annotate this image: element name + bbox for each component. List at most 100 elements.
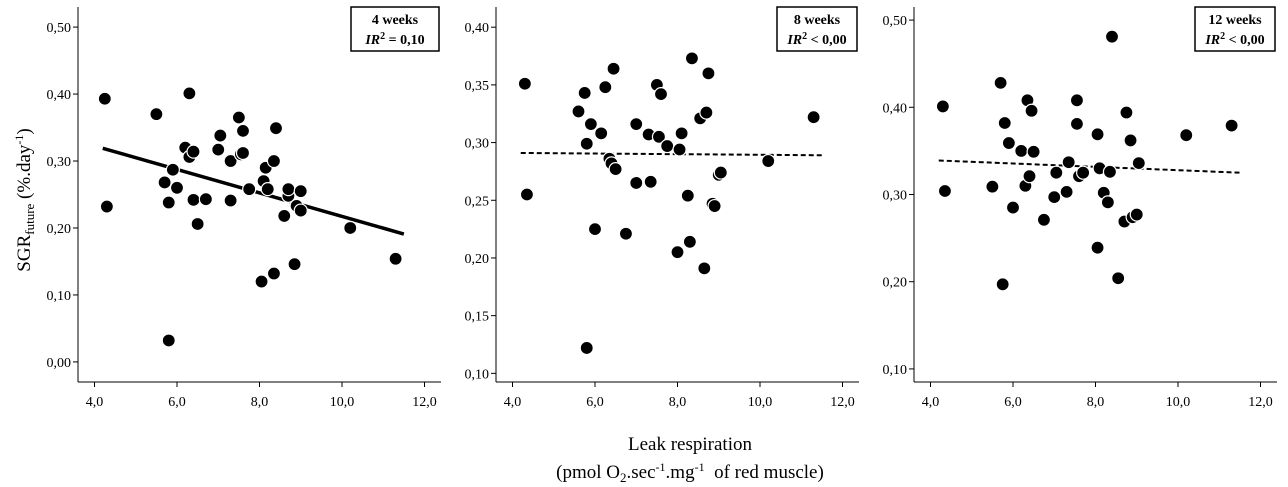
data-point: [182, 86, 197, 101]
data-point: [995, 277, 1010, 292]
y-tick-label: 0,30: [465, 137, 490, 152]
data-point: [1049, 165, 1064, 180]
data-point: [161, 195, 176, 210]
data-point: [699, 105, 714, 120]
data-point: [594, 126, 609, 141]
data-point: [281, 182, 296, 197]
data-point: [583, 117, 598, 132]
data-point: [517, 76, 532, 91]
data-point: [388, 251, 403, 266]
y-tick-label: 0,25: [465, 194, 490, 209]
data-point: [701, 66, 716, 81]
data-point: [935, 99, 950, 114]
data-point: [165, 162, 180, 177]
x-tick-label: 12,0: [830, 395, 855, 410]
data-point: [1069, 116, 1085, 131]
r-squared-sup: 2: [802, 31, 807, 42]
data-point: [761, 153, 776, 169]
data-point: [231, 110, 246, 125]
data-point: [670, 245, 685, 260]
data-point: [266, 266, 282, 281]
x-axis-label-line2-sub: 2: [620, 470, 627, 485]
data-point: [149, 107, 164, 122]
data-point: [1076, 165, 1091, 180]
data-point: [1059, 184, 1074, 199]
x-axis-label-line2-b: .sec: [627, 462, 656, 483]
data-point: [293, 203, 308, 218]
r-squared-prefix: IR: [1204, 33, 1220, 48]
data-point: [682, 234, 697, 249]
data-point: [1090, 240, 1105, 255]
y-tick-label: 0,10: [465, 367, 490, 382]
data-point: [1100, 195, 1115, 210]
x-tick-label: 6,0: [168, 395, 186, 410]
data-point: [1024, 103, 1039, 118]
data-point: [579, 136, 594, 151]
data-point: [629, 175, 644, 191]
data-point: [1179, 128, 1194, 143]
r-squared-sup: 2: [1220, 31, 1225, 42]
y-tick-label: 0,40: [465, 21, 490, 36]
r-squared-annotation: IR2 = 0,10: [364, 31, 424, 48]
x-tick-label: 10,0: [1166, 395, 1191, 410]
data-point: [651, 129, 667, 144]
data-point: [653, 87, 669, 102]
annotation-box: [1194, 6, 1276, 52]
data-point: [1111, 271, 1126, 286]
data-point: [660, 138, 675, 154]
panels-layer: 0,00 0,10 0,20 0,30 0,40 0,50 4,0 6,0 8,0 10,0 12,…: [47, 6, 1277, 410]
r-squared-prefix: IR: [364, 33, 380, 48]
r-squared-prefix: IR: [786, 33, 802, 48]
data-point: [99, 199, 114, 214]
data-point: [1123, 133, 1138, 148]
data-point: [287, 257, 302, 272]
data-point: [293, 184, 308, 199]
data-point: [266, 153, 282, 169]
y-tick-label: 0,50: [883, 14, 908, 29]
r-squared-annotation: IR2 < 0,00: [786, 31, 846, 48]
data-point: [157, 175, 172, 190]
r-squared-value: = 0,10: [385, 33, 424, 48]
x-tick-label: 8,0: [1087, 395, 1105, 410]
data-point: [1014, 143, 1029, 158]
y-axis-label-main: SGR: [14, 234, 35, 271]
y-axis-label-sub: future: [22, 203, 37, 234]
data-point: [993, 75, 1008, 90]
data-point: [235, 123, 251, 138]
x-tick-label: 12,0: [412, 395, 437, 410]
data-point: [97, 91, 112, 106]
y-tick-label: 0,00: [47, 356, 72, 371]
data-point: [254, 274, 269, 289]
y-tick-label: 0,20: [47, 222, 72, 237]
y-axis-label-unit-a: (%.day: [14, 144, 35, 204]
y-tick-label: 0,15: [465, 310, 490, 325]
data-point: [186, 192, 201, 207]
x-axis-label-line1: Leak respiration: [628, 434, 752, 455]
x-axis-label-line2-c: .mg: [666, 462, 696, 483]
trend-line: [938, 159, 1240, 174]
data-point: [1036, 212, 1052, 227]
data-point: [268, 121, 284, 136]
data-point: [343, 220, 358, 236]
x-axis-label-line2-d: of red muscle): [705, 462, 824, 483]
data-point: [1047, 190, 1062, 205]
data-point: [571, 104, 586, 119]
x-axis-label-line2-a: (pmol O: [556, 462, 620, 483]
y-tick-label: 0,10: [883, 363, 908, 378]
data-point: [707, 198, 722, 214]
data-point: [1061, 155, 1076, 170]
data-point: [1090, 127, 1105, 142]
data-point: [684, 51, 700, 66]
data-point: [680, 188, 695, 203]
data-point: [587, 222, 603, 237]
data-point: [242, 182, 257, 197]
data-point: [190, 216, 205, 232]
data-point: [674, 126, 689, 141]
data-point: [606, 61, 621, 76]
data-point: [577, 85, 592, 101]
y-tick-label: 0,10: [47, 289, 72, 304]
data-point: [608, 162, 623, 177]
data-point: [618, 226, 634, 241]
panel-2: 0,10 0,15 0,20 0,25 0,30 0,35 0,40 4,0 6,0 8,0 10,…: [465, 6, 859, 410]
data-point: [519, 187, 535, 202]
